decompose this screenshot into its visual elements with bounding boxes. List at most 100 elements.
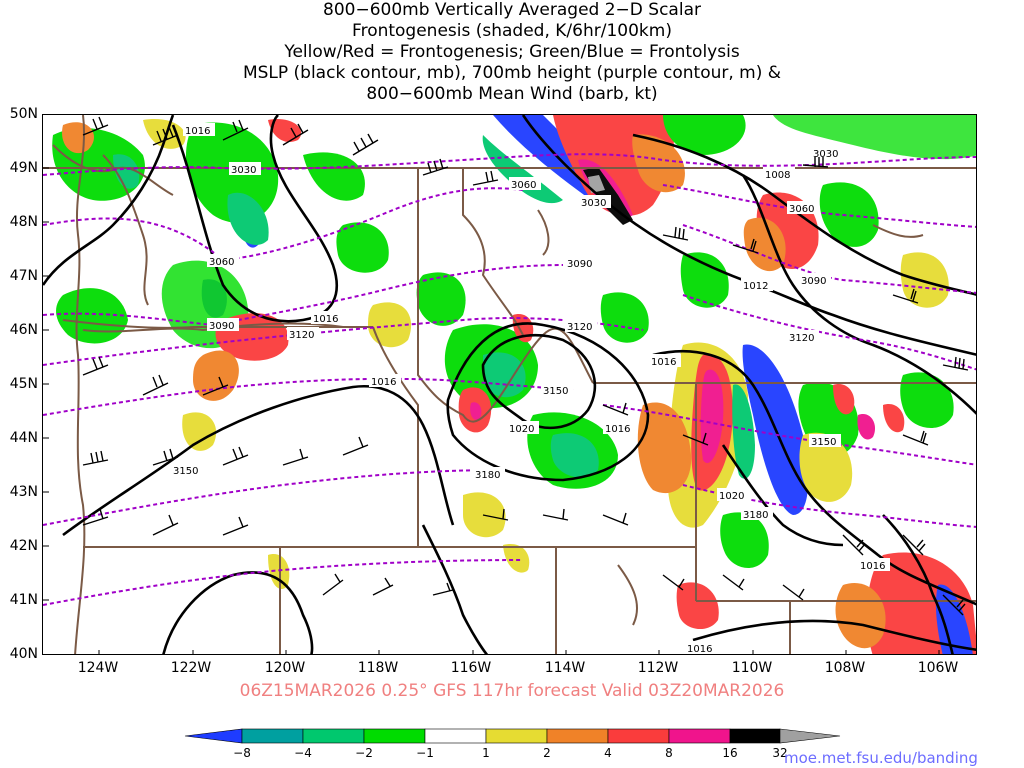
height-label-3060-a: 3060 [209,257,234,268]
shade-red-se2 [833,384,855,415]
height-3150-w [43,377,574,416]
colorbar-label-m2: −2 [355,746,373,760]
coast-west [74,115,86,654]
height-label-3090-c: 3090 [801,276,826,287]
lat-label-41n: 41N [9,592,38,608]
colorbar-label-4: 4 [604,746,612,760]
wind-barb [372,577,394,596]
lake-se [872,224,924,238]
colorbar-swatch-0 [184,728,243,744]
shade-red-far-e [883,404,905,433]
colorbar-swatch-5 [485,728,548,744]
wind-barb [282,123,309,146]
colorbar-label-8: 8 [665,746,673,760]
shade-yellow-s [268,554,290,590]
title-block: 800−600mb Vertically Averaged 2−D Scalar… [0,0,1024,105]
wind-barb [222,446,249,466]
wind-barb [662,226,689,241]
shade-green-c2 [416,272,466,326]
height-label-3150-a: 3150 [543,386,568,397]
shade-green-nc [303,152,365,201]
wind-barb [352,133,379,156]
height-label-3060-c: 3060 [789,204,814,215]
shade-teal-se [732,384,755,479]
title-line-4: MSLP (black contour, mb), 700mb height (… [242,63,782,83]
shade-red-s [676,582,719,630]
height-label-3090-a: 3090 [209,321,234,332]
lat-label-50n: 50N [9,106,38,122]
title-line-1: 800−600mb Vertically Averaged 2−D Scalar [323,0,701,20]
wind-barb [902,534,926,556]
colorbar-swatch-7 [607,728,670,744]
wind-barb [82,450,109,466]
height-contours [43,153,976,606]
wind-barb [152,126,179,146]
shade-yellow-se2 [799,432,853,502]
height-label-3060-b: 3060 [511,180,536,191]
mslp-1016-mid [62,384,455,537]
lon-label-108w: 108W [824,660,866,676]
mslp-1020-c [481,334,597,430]
lat-label-45n: 45N [9,376,38,392]
wind-barb [722,574,745,591]
shade-orange-se [637,402,692,494]
colorbar-swatch-4 [424,728,487,744]
shade-orange-se-corner [835,583,886,649]
lake-utah [617,564,638,626]
wind-barb [152,448,179,466]
river-columbia [82,322,344,333]
height-label-3180-a: 3180 [475,470,500,481]
wind-barb [152,514,179,536]
colorbar-swatch-2 [302,728,365,744]
map-canvas: 1016 1016 1016 1016 1016 1016 1020 1020 … [43,115,976,654]
shade-red-nc [268,119,302,143]
lon-label-116w: 116W [450,660,492,676]
title-line-5: 800−600mb Mean Wind (barb, kt) [366,84,658,104]
shade-green-ne4 [680,252,729,308]
height-label-3090-b: 3090 [567,259,592,270]
height-3090-ne [682,224,976,294]
wind-barb [82,508,109,526]
wind-barb [342,436,369,456]
wind-barb [802,157,829,168]
lon-label-120w: 120W [264,660,306,676]
wind-barb [892,288,919,304]
wind-barb [842,534,866,556]
contour-labels: 1016 1016 1016 1016 1016 1016 1020 1020 … [171,123,890,654]
wind-barb [82,116,109,136]
shade-yellow-s2 [503,544,530,573]
lat-label-43n: 43N [9,484,38,500]
wind-barb [942,356,969,371]
height-3120-c [43,317,644,366]
shade-orange-nw [62,122,94,154]
mslp-1016-nevada [421,524,489,654]
mslp-1020-e [721,444,844,547]
lat-label-47n: 47N [9,268,38,284]
credit-link[interactable]: moe.met.fsu.edu/banding [784,749,978,767]
colorbar-swatch-9 [729,728,781,744]
state-borders [43,115,976,654]
lon-label-124w: 124W [77,660,119,676]
lat-label-44n: 44N [9,430,38,446]
mslp-label-1008: 1008 [765,170,790,181]
shade-green-ne2 [773,115,976,160]
wind-barb [222,119,249,141]
height-3060-n [43,187,524,262]
wind-barb [322,573,344,596]
shade-magenta-se [700,369,724,464]
border-idaho-pan [462,168,524,336]
colorbar-label-m8: −8 [233,746,251,760]
shade-green-c1 [336,222,389,273]
height-3090-nw [43,264,564,327]
lat-label-48n: 48N [9,214,38,230]
wind-barb [222,516,249,536]
map-frame: 1016 1016 1016 1016 1016 1016 1020 1020 … [42,114,977,655]
wind-barb [142,374,169,396]
shade-green-s [720,512,769,568]
frontogenesis-shading [52,115,976,654]
lon-label-114w: 114W [544,660,586,676]
mslp-1016-se2 [882,514,954,654]
height-3210-s [43,559,524,606]
mslp-1016-e [652,349,976,606]
lat-label-49n: 49N [9,160,38,176]
